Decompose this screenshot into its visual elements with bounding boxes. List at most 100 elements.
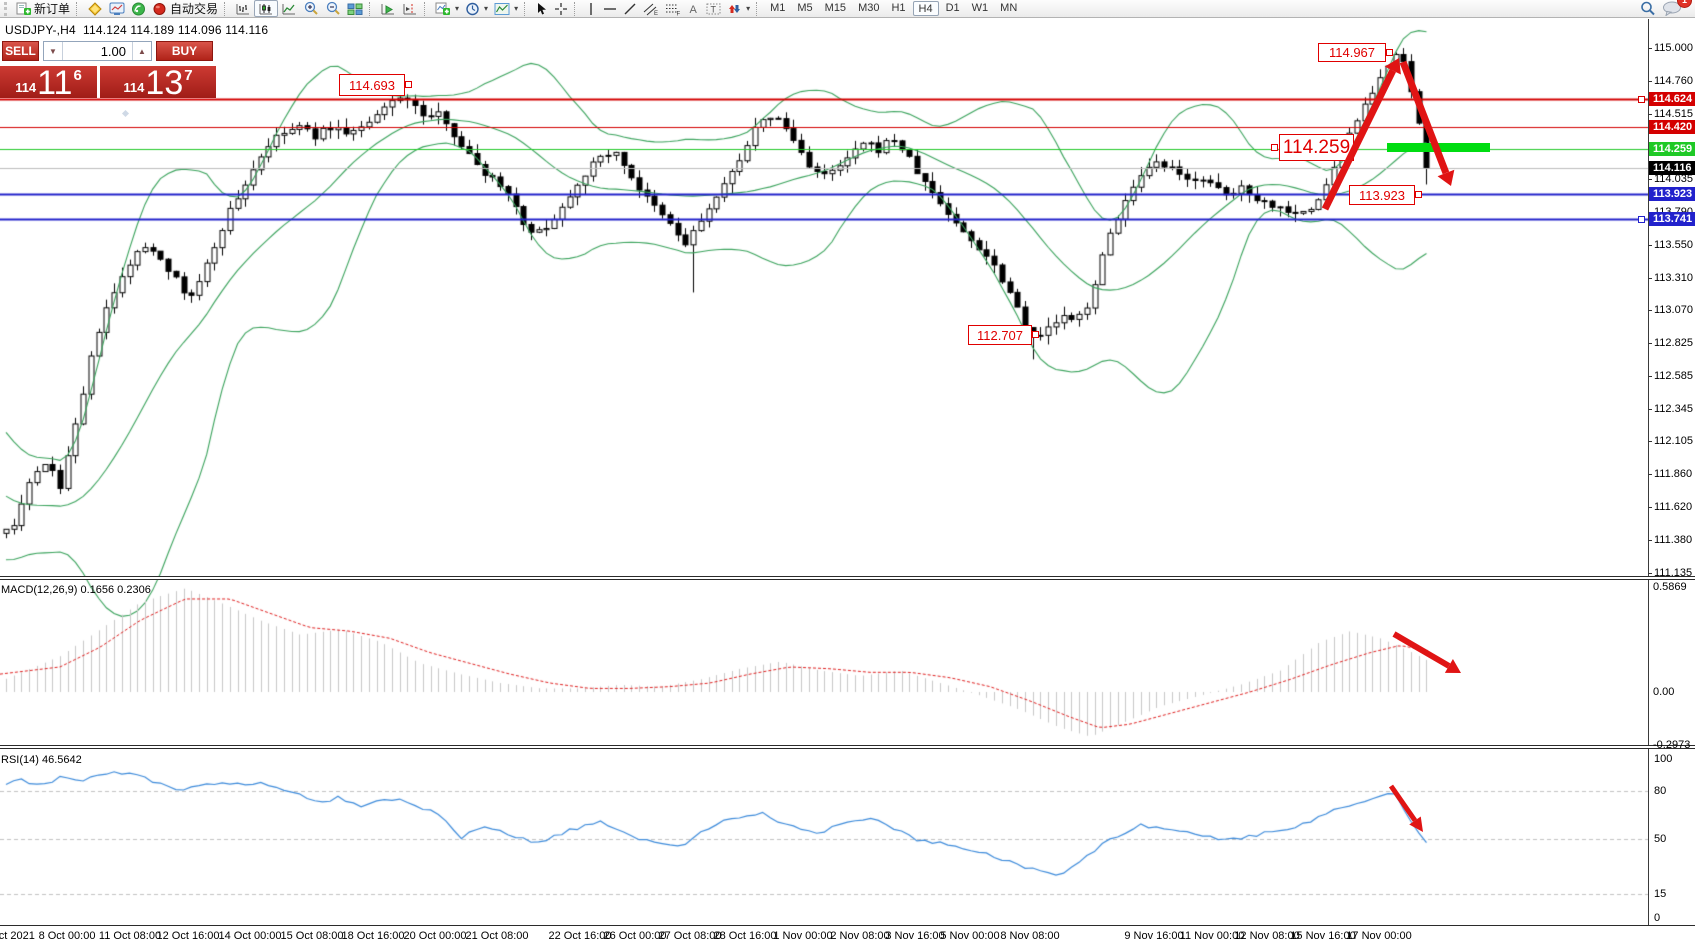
tile-windows-button[interactable] — [344, 1, 366, 17]
price-annotation-label[interactable]: 114.259 — [1279, 134, 1354, 161]
price-annotation-label[interactable]: 114.693 — [339, 74, 405, 96]
support-zone-bar[interactable] — [1387, 143, 1490, 152]
time-axis-label: 21 Oct 08:00 — [465, 930, 529, 942]
price-annotation-label[interactable]: 112.707 — [968, 325, 1032, 345]
zoom-out-button[interactable] — [322, 1, 344, 17]
price-annotation-label[interactable]: 114.967 — [1318, 43, 1386, 62]
crosshair-tool-button[interactable] — [551, 1, 571, 17]
price-chart-canvas[interactable] — [0, 0, 1648, 925]
monitor-icon — [109, 2, 125, 15]
rsi-tick-label: 100 — [1654, 753, 1673, 765]
indicators-caret: ▾ — [455, 4, 460, 13]
bar-chart-button[interactable] — [232, 1, 254, 17]
toolbar-separator — [574, 1, 579, 16]
line-handle[interactable] — [1638, 96, 1645, 103]
chart-shift-button[interactable] — [399, 1, 421, 17]
price-tick-mark — [1648, 474, 1652, 475]
macd-label: MACD(12,26,9) 0.1656 0.2306 — [1, 584, 151, 596]
annotation-anchor-handle[interactable] — [1032, 331, 1039, 338]
svg-text:E: E — [654, 11, 658, 16]
buy-price-pip: 7 — [184, 67, 193, 84]
equidistant-channel-tool[interactable]: E — [640, 1, 662, 17]
new-order-icon — [16, 2, 31, 15]
timeframe-button-h4[interactable]: H4 — [912, 1, 939, 16]
charts-window-button[interactable] — [106, 1, 128, 17]
text-tool[interactable]: A — [684, 1, 703, 17]
price-tick-label: 114.515 — [1654, 108, 1693, 120]
price-tick-mark — [1648, 48, 1652, 49]
annotation-anchor-handle[interactable] — [405, 81, 412, 88]
arrows-tool[interactable]: ▾ — [724, 1, 753, 17]
time-axis-label: 26 Oct 00:00 — [603, 930, 667, 942]
time-axis-label: 15 Oct 08:00 — [280, 930, 344, 942]
price-tick-label: 112.825 — [1654, 337, 1693, 349]
price-tick-label: 111.380 — [1654, 534, 1693, 546]
timeframe-button-m15[interactable]: M15 — [824, 2, 847, 14]
buy-button[interactable]: BUY — [156, 41, 213, 61]
macd-tick-label: 0.5869 — [1653, 581, 1687, 593]
cursor-tool-button[interactable] — [532, 1, 551, 17]
auto-scroll-button[interactable] — [377, 1, 399, 17]
price-line-badge: 113.741 — [1649, 212, 1695, 226]
templates-button[interactable]: ▾ — [491, 1, 521, 17]
volume-decrease-button[interactable]: ▼ — [44, 42, 63, 60]
zoom-out-icon — [326, 1, 340, 15]
time-axis-label: 11 Nov 00:00 — [1179, 930, 1245, 942]
rsi-tick-label: 50 — [1654, 833, 1667, 845]
timeframe-button-mn[interactable]: MN — [1000, 2, 1018, 14]
timeframe-button-m30[interactable]: M30 — [858, 2, 880, 14]
price-tick-label: 113.550 — [1654, 239, 1693, 251]
price-tick-label: 114.035 — [1654, 173, 1693, 185]
periods-caret: ▾ — [484, 4, 489, 13]
indicators-button[interactable]: ▾ — [432, 1, 462, 17]
svg-text:A: A — [690, 4, 698, 16]
macd-tick-label: -0.2973 — [1653, 739, 1691, 751]
search-button[interactable] — [1637, 1, 1659, 17]
annotation-anchor-handle[interactable] — [1415, 191, 1422, 198]
autotrading-button[interactable]: 自动交易 — [149, 1, 221, 17]
trendline-tool[interactable] — [620, 1, 640, 17]
market-depth-button[interactable] — [84, 1, 106, 17]
zoom-in-icon — [304, 1, 318, 15]
time-axis-label: 8 Oct 00:00 — [38, 930, 96, 942]
timeframe-button-d1[interactable]: D1 — [945, 2, 960, 14]
price-tick-mark — [1648, 409, 1652, 410]
sell-price-panel[interactable]: 114 11 6 — [0, 66, 97, 100]
new-order-button[interactable]: 新订单 — [13, 1, 73, 17]
sell-button[interactable]: SELL — [2, 41, 39, 61]
macd-panel-divider[interactable] — [0, 576, 1695, 580]
vertical-line-tool[interactable] — [582, 1, 600, 17]
buy-price-panel[interactable]: 114 13 7 — [100, 64, 216, 102]
price-annotation-label[interactable]: 113.923 — [1349, 185, 1415, 205]
annotation-anchor-handle[interactable] — [1386, 48, 1393, 56]
rsi-tick-label: 15 — [1654, 888, 1667, 900]
timeframe-button-m1[interactable]: M1 — [770, 2, 786, 14]
candlestick-chart-button[interactable] — [254, 0, 279, 17]
volume-value[interactable]: 1.00 — [100, 43, 126, 59]
time-axis-label: 5 Nov 00:00 — [940, 930, 1000, 942]
text-label-tool[interactable]: T — [703, 1, 724, 17]
timeframe-button-h1[interactable]: H1 — [891, 2, 906, 14]
zoom-in-button[interactable] — [300, 1, 322, 17]
timeframe-button-w1[interactable]: W1 — [971, 2, 989, 14]
annotation-anchor-handle[interactable] — [1271, 143, 1278, 151]
time-axis-label: 20 Oct 00:00 — [403, 930, 467, 942]
price-tick-mark — [1648, 310, 1652, 311]
price-line-badge: 114.420 — [1649, 120, 1695, 134]
line-handle[interactable] — [1638, 216, 1645, 223]
toolbar-grip[interactable] — [4, 1, 11, 16]
periods-button[interactable]: ▾ — [462, 1, 491, 17]
community-chat-button[interactable]: 1 — [1659, 0, 1692, 17]
timeframe-button-m5[interactable]: M5 — [797, 2, 813, 14]
time-axis-label: 9 Nov 16:00 — [1124, 930, 1184, 942]
rsi-panel-divider[interactable] — [0, 745, 1695, 749]
channel-icon: E — [643, 3, 658, 16]
horizontal-line-tool[interactable] — [600, 1, 620, 17]
volume-increase-button[interactable]: ▲ — [132, 42, 151, 60]
buy-price-big: 13 — [145, 64, 184, 102]
time-axis-label: 14 Oct 00:00 — [218, 930, 282, 942]
signals-button[interactable] — [128, 1, 149, 17]
line-chart-button[interactable] — [278, 1, 300, 17]
fibonacci-tool[interactable]: F — [662, 1, 684, 17]
signal-icon — [132, 2, 146, 15]
